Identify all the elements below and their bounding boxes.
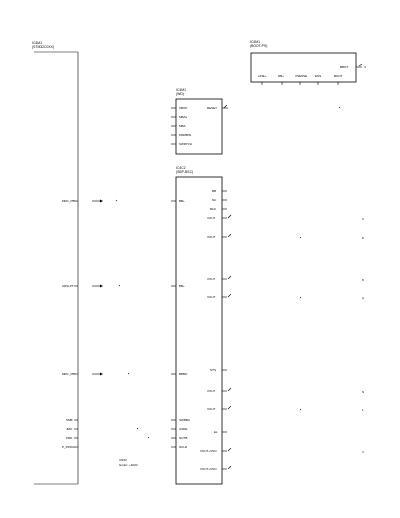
ic-top-part: (BOOT-PS) xyxy=(250,44,267,48)
ic-main-ref: IC4C2 xyxy=(176,166,186,170)
svg-text:JMO: JMO xyxy=(66,427,73,431)
svg-text:BOOT: BOOT xyxy=(334,74,343,78)
svg-text:MRC_PB: MRC_PB xyxy=(62,372,75,376)
svg-text:VOUT+VNO: VOUT+VNO xyxy=(200,449,217,453)
svg-text:VSENSE: VSENSE xyxy=(295,74,307,78)
main-left-pins: BB+ BB+ BBBO SWBBA USDE NOTB NCLR xyxy=(171,199,190,449)
svg-text:SWBBA: SWBBA xyxy=(179,418,190,422)
svg-text:8: 8 xyxy=(362,236,364,240)
right-signals: 0 8 8 A N 1 4 xyxy=(227,106,364,470)
svg-text:SWRTVH: SWRTVH xyxy=(179,142,192,146)
svg-text:NC: NC xyxy=(212,198,217,202)
ic-left-block: IC4M1 (STM32C0XX) xyxy=(32,41,79,485)
svg-text:VOUT: VOUT xyxy=(207,235,216,239)
svg-text:8: 8 xyxy=(362,278,364,282)
svg-text:VOUT: VOUT xyxy=(207,295,216,299)
svg-text:EL: EL xyxy=(214,430,218,434)
ic-top-bottom-pins: LINE+ NB+ VSENSE ENS BOOT xyxy=(258,74,343,85)
svg-text:BBBO: BBBO xyxy=(179,372,188,376)
left-pin: MRC_PB xyxy=(62,372,78,376)
svg-text:ENS: ENS xyxy=(315,74,321,78)
svg-text:VOUT+VNO: VOUT+VNO xyxy=(200,467,217,471)
svg-text:NCLR: NCLR xyxy=(179,445,188,449)
ic-top-ref: IC4M1 xyxy=(250,40,260,44)
left-pins: MRC_PB ADSLPT MRC_PB SMB JMO PRD P_PROG xyxy=(62,199,78,449)
svg-text:VOUT: VOUT xyxy=(207,407,216,411)
note-line1: VN/M xyxy=(119,458,127,462)
left-pin: ADSLPT xyxy=(62,284,78,288)
svg-text:BB: BB xyxy=(212,189,216,193)
ic-top-pin-right: BBOT xyxy=(340,65,348,69)
svg-text:BB+: BB+ xyxy=(179,284,185,288)
signal-arrows xyxy=(92,199,150,439)
ic-mid-ref: IC4M1 xyxy=(176,88,186,92)
left-pin: JMO xyxy=(66,427,78,431)
svg-text:SMB: SMB xyxy=(66,418,73,422)
ic-mid-part: (WD) xyxy=(176,92,184,96)
note-line2: Gndor: +400V xyxy=(119,463,138,467)
svg-text:VOUT: VOUT xyxy=(207,277,216,281)
svg-text:VOUT: VOUT xyxy=(207,389,216,393)
svg-text:USDE: USDE xyxy=(179,427,187,431)
svg-text:VOUT: VOUT xyxy=(207,216,216,220)
ic-top-block: IC4M1 (BOOT-PS) BBOT 4 LINE+ NB+ VSENSE … xyxy=(250,40,366,85)
svg-text:4: 4 xyxy=(362,450,364,454)
svg-text:4: 4 xyxy=(364,65,366,69)
svg-text:A: A xyxy=(362,296,364,300)
svg-text:MRC_PB: MRC_PB xyxy=(62,199,75,203)
svg-text:NTS: NTS xyxy=(210,368,216,372)
svg-text:NOTB: NOTB xyxy=(179,436,187,440)
svg-text:ADSLPT: ADSLPT xyxy=(62,284,74,288)
svg-text:NB+: NB+ xyxy=(278,74,284,78)
svg-text:BB+: BB+ xyxy=(179,199,185,203)
svg-text:0: 0 xyxy=(362,217,364,221)
note: VN/M Gndor: +400V xyxy=(119,458,138,467)
svg-text:MBA: MBA xyxy=(179,124,186,128)
svg-text:P_PROG: P_PROG xyxy=(62,445,75,449)
svg-text:BLD: BLD xyxy=(210,207,217,211)
ic-main-block: IC4C2 (SBP-BSC) BB+ BB+ BBBO SWBBA USDE … xyxy=(171,166,227,485)
svg-text:LINE+: LINE+ xyxy=(258,74,267,78)
svg-text:N: N xyxy=(362,390,364,394)
svg-text:VBOP: VBOP xyxy=(179,106,187,110)
ic-mid-block: IC4M1 (WD) VBOP MBAs MBA MSMBIN SWRTVH R… xyxy=(171,88,228,155)
ic-left-part: (STM32C0XX) xyxy=(32,45,54,49)
ic-left-ref: IC4M1 xyxy=(32,41,42,45)
svg-text:MBAs: MBAs xyxy=(179,115,188,119)
svg-text:MSMBIN: MSMBIN xyxy=(179,133,191,137)
left-pin: P_PROG xyxy=(62,445,78,449)
ic-main-part: (SBP-BSC) xyxy=(176,170,193,174)
left-pin: PRD xyxy=(66,436,78,440)
svg-text:1: 1 xyxy=(362,408,364,412)
left-pin: SMB xyxy=(66,418,78,422)
svg-text:PRD: PRD xyxy=(66,436,73,440)
svg-text:RESET: RESET xyxy=(207,106,217,110)
left-pin: MRC_PB xyxy=(62,199,78,203)
main-right-pins: BB NC BLD VOUT VOUT VOUT VOUT NTS VOUT V… xyxy=(200,189,227,471)
